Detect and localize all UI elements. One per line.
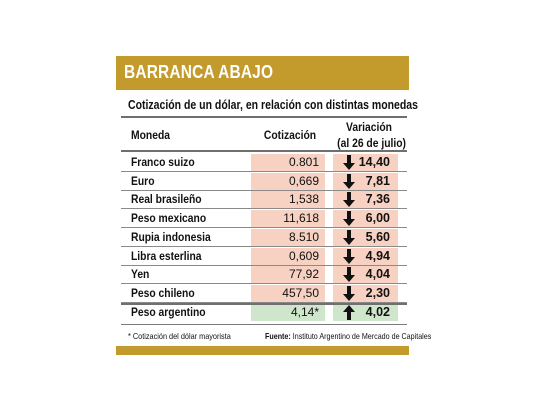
cotizacion-cell-shade [251,173,325,190]
arrow-down-icon [343,211,355,226]
source-text: Instituto Argentino de Mercado de Capita… [290,331,432,341]
header-rule [121,150,407,152]
row-cotizacion-value: 0,669 [288,174,319,188]
arrow-up-icon [343,305,355,320]
cotizacion-cell-shade [251,285,325,302]
arrow-down-icon [343,230,355,245]
row-cotizacion-value: 11,618 [283,211,319,225]
subtitle-rule [121,116,407,118]
column-header-variacion-line2: (al 26 de julio) [337,136,406,150]
row-cotizacion-value: 77,92 [288,267,319,281]
row-cotizacion-value: 4,14* [290,305,319,319]
row-currency-name: Libra esterlina [131,249,202,263]
row-separator [121,283,407,284]
column-header-moneda: Moneda [131,128,170,142]
column-header-variacion: Variación (al 26 de julio) [337,119,406,151]
row-separator [121,208,407,209]
row-separator [121,190,407,191]
row-variacion-value: 4,04 [365,267,390,281]
title-band: BARRANCA ABAJO [116,56,409,90]
table-subtitle: Cotización de un dólar, en relación con … [128,98,418,112]
row-variacion-value: 7,81 [365,174,390,188]
highlight-row-separator [121,303,407,305]
row-separator [121,171,407,172]
footer-band [116,346,409,355]
row-variacion-value: 4,02 [365,305,390,319]
row-variacion-value: 6,00 [365,211,390,225]
arrow-down-icon [343,286,355,301]
row-separator [121,227,407,228]
row-currency-name: Real brasileño [131,192,202,206]
arrow-down-icon [343,192,355,207]
cotizacion-cell-shade [251,191,325,208]
row-currency-name: Peso argentino [131,305,206,319]
column-header-cotizacion: Cotización [263,128,317,142]
row-cotizacion-value: 457,50 [282,286,319,300]
table-bottom-rule [121,324,407,325]
cotizacion-cell-shade [251,266,325,283]
row-currency-name: Peso chileno [131,286,195,300]
row-currency-name: Euro [131,174,155,188]
cotizacion-cell-shade [251,248,325,265]
cotizacion-cell-shade [251,304,325,321]
row-currency-name: Peso mexicano [131,211,207,225]
arrow-down-icon [343,267,355,282]
row-currency-name: Yen [131,267,150,281]
row-separator [121,246,407,247]
arrow-down-icon [343,174,355,189]
row-currency-name: Franco suizo [131,155,195,169]
row-variacion-value: 7,36 [365,192,390,206]
cotizacion-cell-shade [251,210,325,227]
row-cotizacion-value: 0.801 [288,155,319,169]
source-note: Fuente: Instituto Argentino de Mercado d… [265,331,431,341]
row-separator [121,265,407,266]
row-variacion-value: 5,60 [365,230,390,244]
row-separator [121,302,407,303]
cotizacion-cell-shade [251,229,325,246]
table-title: BARRANCA ABAJO [124,62,274,82]
row-variacion-value: 14,40 [358,155,390,169]
row-cotizacion-value: 8.510 [288,230,319,244]
column-header-variacion-line1: Variación [346,120,392,134]
source-label: Fuente: [265,331,291,341]
row-cotizacion-value: 1,538 [288,192,319,206]
row-variacion-value: 2,30 [365,286,390,300]
row-currency-name: Rupia indonesia [131,230,211,244]
row-cotizacion-value: 0,609 [288,249,319,263]
row-variacion-value: 4,94 [365,249,390,263]
footnote: * Cotización del dólar mayorista [128,331,231,341]
arrow-down-icon [343,249,355,264]
cotizacion-cell-shade [251,154,325,171]
arrow-down-icon [343,155,355,170]
